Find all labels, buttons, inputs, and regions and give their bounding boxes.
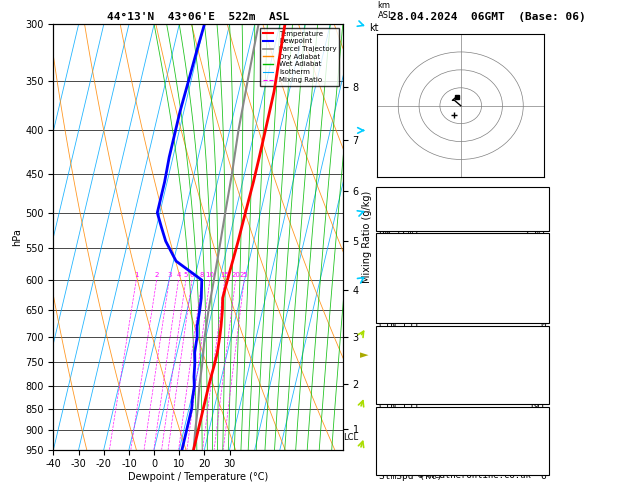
Text: K: K (379, 206, 385, 215)
X-axis label: Dewpoint / Temperature (°C): Dewpoint / Temperature (°C) (128, 472, 268, 482)
Text: 8: 8 (200, 272, 204, 278)
Text: StmSpd (kt): StmSpd (kt) (379, 472, 443, 481)
Text: θₑ (K): θₑ (K) (379, 361, 414, 369)
Text: 317: 317 (529, 280, 546, 290)
Text: 850: 850 (529, 347, 546, 356)
Text: Lifted Index: Lifted Index (379, 374, 448, 383)
Text: ►: ► (360, 350, 369, 361)
Text: 6: 6 (190, 272, 194, 278)
Text: km
ASL: km ASL (377, 0, 393, 20)
Text: 0: 0 (540, 429, 546, 437)
Text: 6: 6 (540, 294, 546, 303)
Text: Pressure (mb): Pressure (mb) (379, 347, 454, 356)
Text: EH: EH (379, 429, 391, 437)
Text: Most Unstable: Most Unstable (425, 331, 500, 340)
Text: 11.1: 11.1 (523, 267, 546, 276)
Text: 25: 25 (240, 272, 248, 278)
Text: 329: 329 (529, 361, 546, 369)
Text: 20: 20 (231, 272, 240, 278)
Text: © weatheronline.co.uk: © weatheronline.co.uk (418, 471, 532, 480)
Text: 2: 2 (154, 272, 159, 278)
Text: CIN (J): CIN (J) (379, 321, 420, 330)
Text: 0: 0 (540, 321, 546, 330)
Text: 15: 15 (220, 272, 229, 278)
Text: 191: 191 (529, 401, 546, 411)
Text: 0: 0 (540, 307, 546, 316)
Text: 28.04.2024  06GMT  (Base: 06): 28.04.2024 06GMT (Base: 06) (389, 12, 586, 22)
Text: Lifted Index: Lifted Index (379, 294, 448, 303)
Text: Hodograph: Hodograph (437, 412, 489, 421)
Text: 1: 1 (134, 272, 138, 278)
Text: 5: 5 (184, 272, 188, 278)
Text: 15.7: 15.7 (523, 254, 546, 263)
Text: 21: 21 (535, 206, 546, 215)
Title: 44°13'N  43°06'E  522m  ASL: 44°13'N 43°06'E 522m ASL (107, 12, 289, 22)
Y-axis label: Mixing Ratio (g/kg): Mixing Ratio (g/kg) (362, 191, 372, 283)
Text: StmDir: StmDir (379, 457, 414, 467)
Text: CIN (J): CIN (J) (379, 401, 420, 411)
Text: PW (cm): PW (cm) (379, 228, 420, 238)
Text: LCL: LCL (343, 433, 359, 442)
Text: Temp (°C): Temp (°C) (379, 254, 431, 263)
Text: 212°: 212° (523, 457, 546, 467)
Y-axis label: hPa: hPa (13, 228, 23, 246)
Text: CAPE (J): CAPE (J) (379, 307, 425, 316)
Text: 2.07: 2.07 (523, 228, 546, 238)
Text: Surface: Surface (443, 239, 482, 248)
Text: 309: 309 (529, 388, 546, 397)
Text: CAPE (J): CAPE (J) (379, 388, 425, 397)
Text: Totals Totals: Totals Totals (379, 217, 454, 226)
Text: 0: 0 (540, 443, 546, 452)
Text: -0: -0 (535, 374, 546, 383)
Text: 3: 3 (167, 272, 172, 278)
Text: SREH: SREH (379, 443, 403, 452)
Text: 10: 10 (206, 272, 214, 278)
Text: 50: 50 (535, 217, 546, 226)
Text: 4: 4 (176, 272, 181, 278)
Text: kt: kt (369, 23, 379, 33)
Text: θₑ(K): θₑ(K) (379, 280, 408, 290)
Legend: Temperature, Dewpoint, Parcel Trajectory, Dry Adiabat, Wet Adiabat, Isotherm, Mi: Temperature, Dewpoint, Parcel Trajectory… (260, 28, 339, 86)
Text: Dewp (°C): Dewp (°C) (379, 267, 431, 276)
Text: 6: 6 (540, 472, 546, 481)
